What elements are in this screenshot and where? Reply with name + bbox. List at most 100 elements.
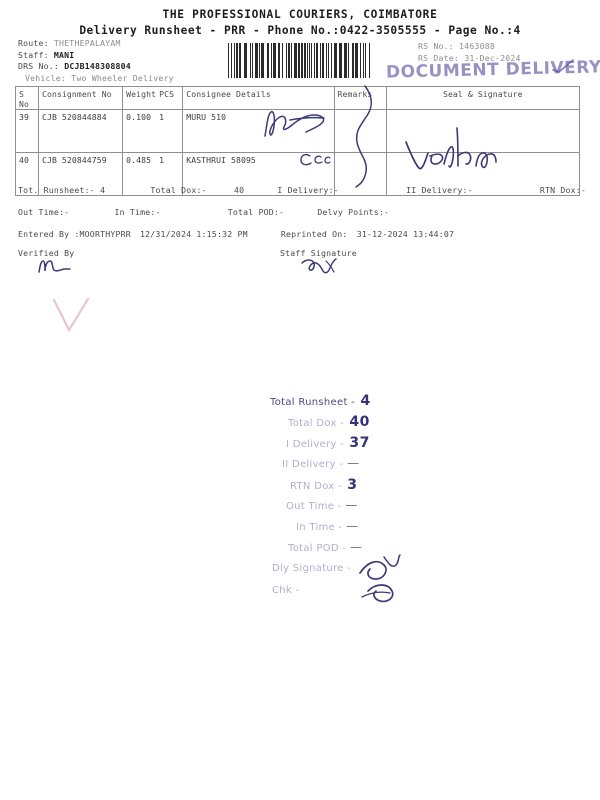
- barcode-bar: [301, 43, 303, 78]
- rs-no-row: RS No.: 1463088: [418, 40, 521, 52]
- cell-sno: 40: [14, 152, 40, 196]
- barcode-bar: [298, 43, 300, 78]
- handwritten-note-label: I Delivery -: [286, 439, 345, 450]
- barcode-bar: [337, 43, 339, 78]
- handwritten-note-line: II Delivery - —: [282, 456, 359, 470]
- handwritten-note-value: —: [343, 456, 360, 470]
- entered-by-timestamp: 12/31/2024 1:15:32 PM: [140, 229, 248, 239]
- cell-consignment-no: CJB 520844884: [38, 109, 124, 153]
- barcode-bar: [234, 43, 235, 78]
- rs-date-row: RS Date: 31-Dec-2024: [418, 52, 521, 64]
- handwritten-note-label: Total Runsheet -: [270, 397, 356, 408]
- barcode-bar: [342, 43, 344, 78]
- delvy-points-label: Delvy Points:-: [317, 207, 390, 217]
- barcode-bar: [235, 43, 236, 78]
- barcode-bar: [288, 43, 290, 78]
- barcode-bar: [320, 43, 321, 78]
- barcode-bar: [260, 43, 261, 78]
- barcode-bar: [321, 43, 322, 78]
- barcode-bar: [334, 43, 337, 78]
- cell-remarks: [333, 109, 387, 153]
- cell-consignment-no: CJB 520844759: [38, 152, 124, 196]
- barcode-bar: [253, 43, 255, 78]
- handwritten-note-line: I Delivery - 37: [286, 435, 370, 451]
- barcode-bar: [349, 43, 352, 78]
- cell-weight-pcs: 0.485 1: [122, 152, 184, 196]
- barcode-bar: [308, 43, 309, 78]
- barcode-bar: [258, 43, 259, 78]
- barcode-bar: [300, 43, 301, 78]
- barcode-bar: [355, 43, 358, 78]
- cell-weight-pcs: 0.100 1: [122, 109, 184, 153]
- barcode-bar: [329, 43, 331, 78]
- barcode-bar: [315, 43, 316, 78]
- handwritten-note-label: Out Time -: [286, 501, 342, 512]
- staff-label: Staff:: [18, 49, 49, 60]
- col-header-weight-pcs: Weight PCS: [122, 86, 184, 110]
- barcode-bar: [291, 43, 292, 78]
- cell-pcs: 1: [159, 112, 165, 122]
- cell-weight: 0.485: [126, 155, 152, 165]
- consignment-table: S No Consignment No Weight PCS Consignee…: [14, 86, 581, 196]
- barcode-bar: [310, 43, 311, 78]
- barcode-bar: [314, 43, 315, 78]
- barcode-bar: [358, 43, 360, 78]
- handwritten-note-label: Dly Signature -: [272, 563, 352, 574]
- barcode-bar: [232, 43, 234, 78]
- staff-row: Staff: MANI: [18, 50, 174, 62]
- barcode-bar: [241, 43, 244, 78]
- barcode-bar: [228, 43, 229, 78]
- entered-by-label: Entered By :MOORTHYPRR: [18, 229, 131, 239]
- barcode-bar: [273, 43, 276, 78]
- barcode-bar: [360, 43, 361, 78]
- barcode-bar: [250, 43, 251, 78]
- barcode-bar: [312, 43, 314, 78]
- out-time-label: Out Time:-: [18, 207, 70, 217]
- vehicle-row: Vehicle: Two Wheeler Delivery: [18, 73, 174, 85]
- barcode-bar: [244, 43, 247, 78]
- table-row: 39 CJB 520844884 0.100 1 MURU 510: [14, 109, 581, 153]
- barcode-bar: [292, 43, 294, 78]
- summary-line-1: Tot. Runsheet:- 4 Total Dox:- 40 I Deliv…: [18, 185, 586, 195]
- barcode-bar: [239, 43, 241, 78]
- total-dox-label: Total Dox:-: [150, 185, 207, 195]
- barcode-bar: [324, 43, 326, 78]
- staff-signature-mark: [298, 256, 340, 278]
- barcode-bar: [280, 43, 282, 78]
- barcode-bar: [347, 43, 348, 78]
- route-label: Route:: [18, 38, 49, 48]
- barcode-bar: [283, 43, 286, 78]
- barcode-bar: [282, 43, 283, 78]
- barcode-bar: [286, 43, 287, 78]
- handwritten-note-label: Chk -: [272, 585, 300, 596]
- rs-date-label: RS Date:: [418, 53, 460, 63]
- handwritten-note-line: Total Runsheet - 4: [270, 393, 371, 409]
- barcode-bar: [352, 43, 354, 78]
- handwritten-note-value: 4: [355, 393, 371, 409]
- barcode-bar: [348, 43, 349, 78]
- barcode-bar: [271, 43, 272, 78]
- barcode-bar: [311, 43, 312, 78]
- barcode-bar: [339, 43, 342, 78]
- barcode-bar: [231, 43, 232, 78]
- drs-label: DRS No.:: [18, 61, 60, 72]
- barcode-bar: [344, 43, 347, 78]
- barcode-bar: [276, 43, 278, 78]
- route-value: THETHEPALAYAM: [53, 38, 121, 48]
- col-header-remarks: Remarks: [333, 86, 387, 110]
- reprinted-on-label: Reprinted On:: [280, 229, 348, 239]
- handwritten-note-label: II Delivery -: [282, 459, 344, 470]
- handwritten-note-value: —: [346, 540, 363, 554]
- tot-runsheet-value: 4: [100, 185, 106, 195]
- cell-pcs: 1: [159, 155, 165, 165]
- drs-value: DCJB148308804: [64, 61, 131, 72]
- col-header-sno: S No: [14, 86, 40, 110]
- barcode-bar: [303, 43, 304, 78]
- handwritten-note-value: 3: [341, 477, 358, 493]
- drs-row: DRS No.: DCJB148308804: [18, 61, 174, 73]
- barcode-bar: [354, 43, 355, 78]
- barcode-bar: [363, 43, 364, 78]
- page-title: THE PROFESSIONAL COURIERS, COIMBATORE: [162, 8, 438, 21]
- route-row: Route: THETHEPALAYAM: [18, 38, 174, 50]
- barcode-bar: [287, 43, 288, 78]
